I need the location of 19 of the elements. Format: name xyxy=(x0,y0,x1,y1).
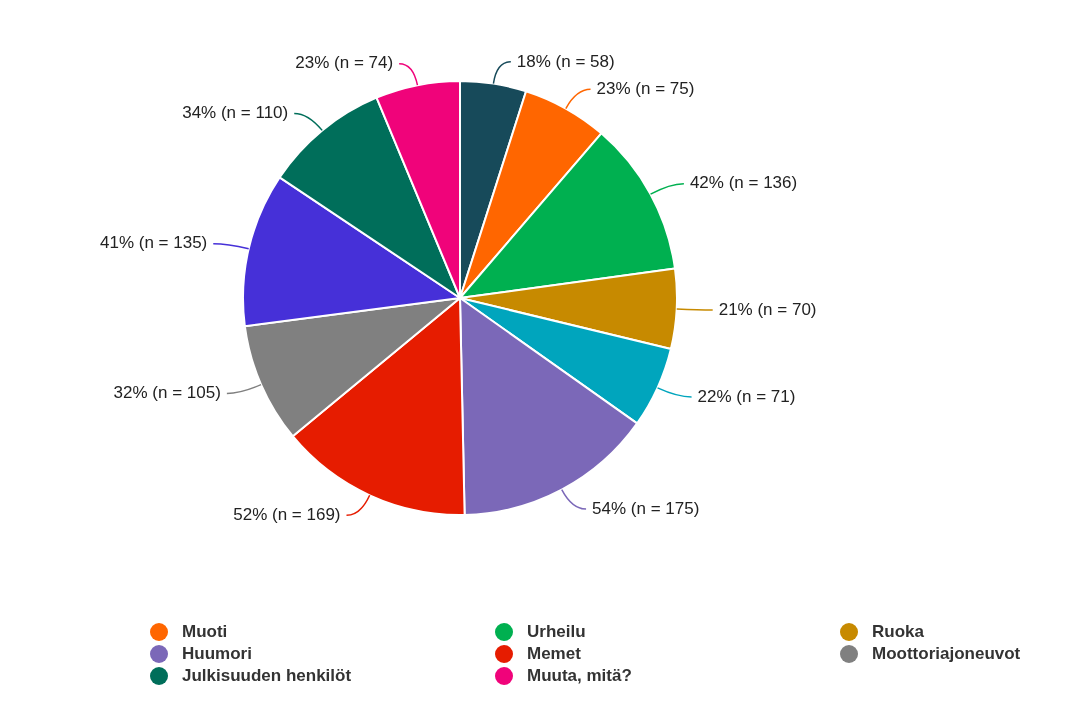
data-label: 18% (n = 58) xyxy=(516,51,615,71)
data-label: 22% (n = 71) xyxy=(697,386,796,406)
legend-label: Memet xyxy=(527,644,581,664)
data-label: 34% (n = 110) xyxy=(182,103,289,123)
data-label: 23% (n = 75) xyxy=(596,79,695,99)
legend-label: Julkisuuden henkilöt xyxy=(182,666,352,686)
legend-label: Urheilu xyxy=(527,622,586,642)
data-label: 21% (n = 70) xyxy=(718,299,817,319)
legend-label: Muoti xyxy=(182,622,228,642)
legend-label: Moottoriajoneuvot xyxy=(872,644,1021,664)
data-label: 41% (n = 135) xyxy=(99,233,208,253)
legend-label: Ruoka xyxy=(872,622,924,642)
data-label: 54% (n = 175) xyxy=(592,498,700,518)
data-label: 52% (n = 169) xyxy=(233,504,341,524)
data-label: 23% (n = 74) xyxy=(295,53,394,73)
legend-label: Muuta, mitä? xyxy=(527,666,632,686)
data-label: 42% (n = 136) xyxy=(689,173,798,193)
data-label: 32% (n = 105) xyxy=(113,383,221,403)
legend-label: Huumori xyxy=(182,644,252,664)
